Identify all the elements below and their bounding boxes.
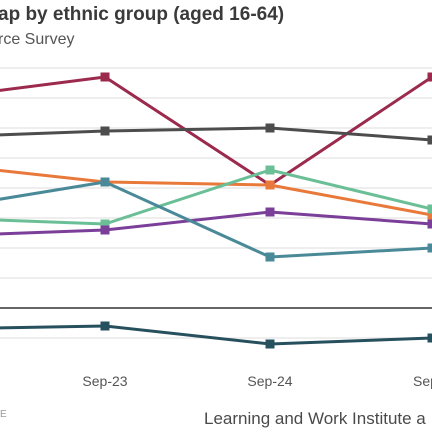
series-point	[100, 225, 110, 235]
source-note: Learning and Work Institute a	[204, 409, 426, 428]
chart-subtitle: rce Survey	[0, 31, 75, 48]
series-point	[427, 210, 432, 220]
series-point	[100, 177, 110, 187]
series-point	[100, 72, 110, 82]
series-layer	[0, 72, 432, 349]
footer-mark: E	[0, 409, 7, 420]
series-point	[427, 219, 432, 229]
series-point	[265, 207, 275, 217]
series-1	[0, 123, 432, 145]
series-point	[427, 135, 432, 145]
series-point	[427, 204, 432, 214]
series-point	[100, 219, 110, 229]
series-point	[427, 333, 432, 343]
series-line	[0, 168, 432, 226]
x-tick-label: Sep	[413, 373, 432, 389]
series-line	[0, 126, 432, 142]
x-tick-label: Sep-23	[82, 373, 127, 389]
chart-title: ap by ethnic group (aged 16-64)	[0, 4, 285, 25]
series-5	[0, 177, 432, 262]
series-point	[265, 180, 275, 190]
series-3	[0, 165, 432, 229]
series-point	[427, 72, 432, 82]
series-line	[0, 169, 432, 217]
series-point	[265, 123, 275, 133]
series-point	[265, 339, 275, 349]
x-tick-label: Sep-24	[247, 373, 292, 389]
series-2	[0, 169, 432, 220]
x-axis-labels: Sep-23 Sep-24 Sep	[82, 373, 432, 389]
series-6	[0, 321, 432, 349]
series-point	[100, 321, 110, 331]
series-point	[100, 126, 110, 136]
series-line	[0, 324, 432, 346]
series-line	[0, 180, 432, 259]
series-point	[427, 243, 432, 253]
series-point	[265, 165, 275, 175]
series-point	[265, 252, 275, 262]
